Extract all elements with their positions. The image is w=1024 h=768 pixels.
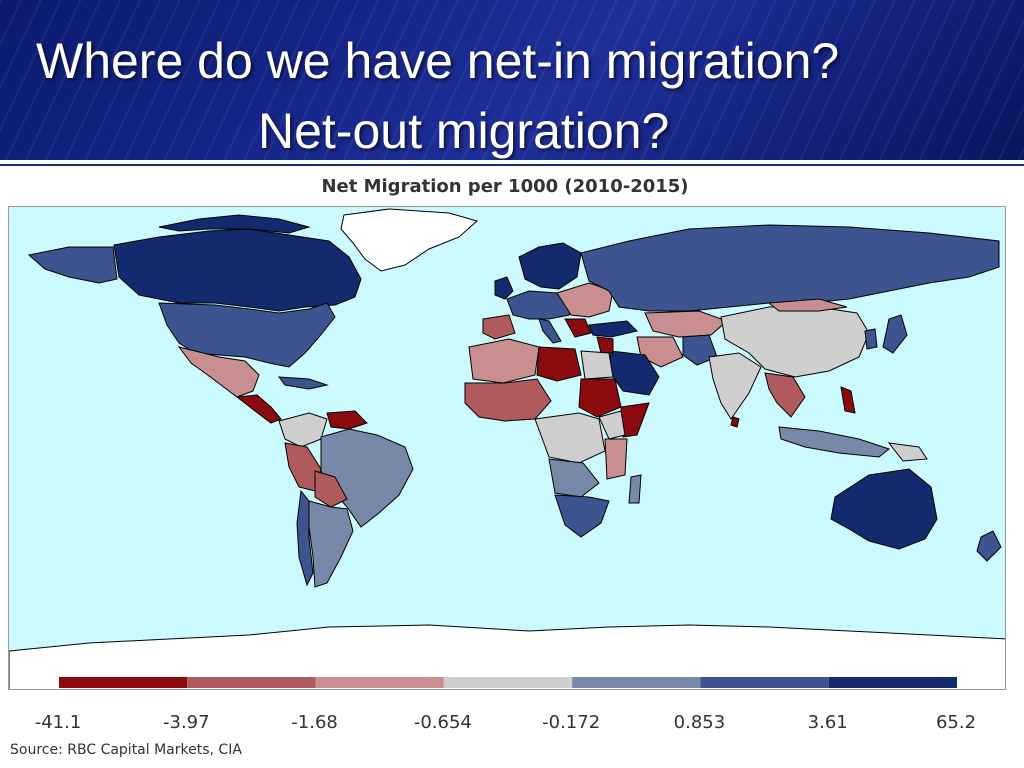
legend-tick-labels: -41.1 -3.97 -1.68 -0.654 -0.172 0.853 3.61 65.2 (0, 712, 1024, 736)
region-japan (882, 314, 908, 354)
region-argentina (308, 500, 354, 588)
region-korea (864, 328, 878, 350)
region-east-africa (604, 438, 628, 480)
region-southeast-asia (764, 372, 806, 418)
region-new-zealand (976, 530, 1002, 562)
region-iberia (482, 314, 516, 340)
legend-swatch (828, 677, 957, 688)
region-mexico (177, 346, 260, 398)
region-italy (538, 318, 562, 344)
region-bolivia (314, 470, 348, 508)
slide-title-line-2: Net-out migration? (258, 103, 670, 159)
slide-title-line-1: Where do we have net-in migration? (36, 33, 840, 89)
region-indonesia (778, 426, 891, 458)
region-mongolia (767, 298, 848, 312)
region-central-america (235, 394, 282, 424)
region-balkans (564, 318, 592, 338)
region-scandinavia (518, 242, 582, 290)
legend-swatch (443, 677, 573, 688)
legend-tick-label: 3.61 (807, 712, 848, 733)
header-divider (0, 160, 1024, 163)
region-pakistan (682, 334, 718, 366)
legend-tick-label: -0.654 (413, 712, 472, 733)
region-iran (636, 336, 684, 368)
region-central-africa (534, 412, 606, 464)
legend-tick-label: -0.172 (542, 712, 601, 733)
region-chile (296, 489, 314, 587)
region-alaska (27, 246, 118, 284)
world-map (8, 206, 1006, 690)
legend-tick-label: -3.97 (162, 712, 210, 733)
region-caribbean (277, 376, 329, 390)
legend-tick-label: -41.1 (34, 712, 82, 733)
slide-header: Where do we have net-in migration? Net-o… (0, 0, 1024, 160)
source-note: Source: RBC Capital Markets, CIA (10, 742, 242, 758)
region-greenland (340, 208, 479, 272)
region-egypt (580, 350, 614, 380)
region-uk (494, 276, 514, 300)
legend-swatch (315, 677, 444, 688)
legend-swatch (572, 677, 701, 688)
region-png (887, 442, 928, 462)
region-antarctica (9, 624, 1005, 689)
header-divider-dark (0, 164, 1024, 166)
map-title: Net Migration per 1000 (2010-2015) (321, 176, 689, 197)
legend-swatch (700, 677, 829, 688)
region-west-africa (464, 378, 552, 422)
legend-color-bar (59, 677, 957, 688)
region-central-asia (644, 310, 728, 338)
region-sudan (578, 378, 622, 418)
region-north-africa-west (468, 338, 540, 384)
region-canada-islands (158, 214, 311, 234)
region-ethiopia (598, 410, 626, 440)
legend-swatch (187, 677, 316, 688)
region-philippines (840, 386, 856, 414)
region-southern-africa (554, 494, 610, 538)
region-madagascar (628, 474, 642, 504)
region-india (708, 352, 762, 420)
region-libya (536, 346, 582, 382)
region-venezuela (326, 410, 368, 430)
legend-tick-label: 0.853 (673, 712, 726, 733)
world-map-svg (9, 207, 1005, 689)
region-australia (830, 468, 938, 550)
region-russia (580, 224, 1000, 312)
region-angola-zambia (548, 458, 600, 498)
region-eastern-europe (556, 282, 614, 318)
legend-swatch (59, 677, 188, 688)
region-western-europe (506, 290, 576, 320)
legend-tick-label: -1.68 (291, 712, 338, 733)
region-sri-lanka (730, 416, 740, 428)
region-levant (596, 336, 614, 354)
legend-tick-label: 65.2 (935, 712, 977, 733)
region-turkey (588, 320, 638, 338)
